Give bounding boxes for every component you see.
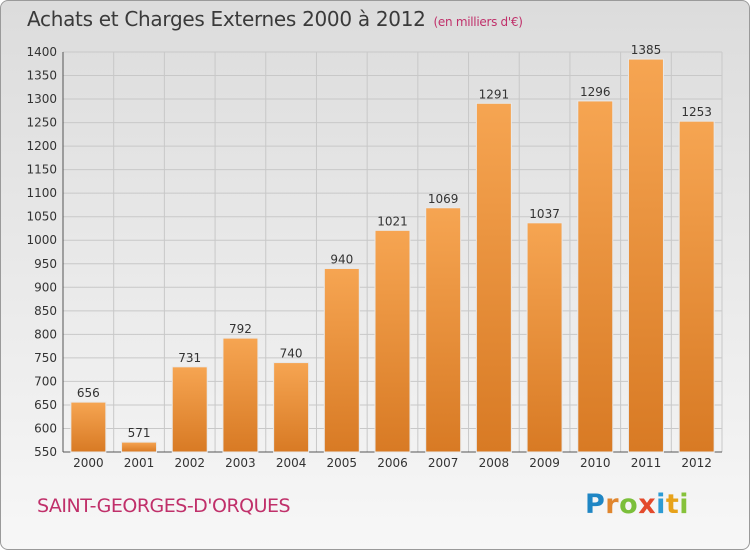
data-label-2008: 1291: [479, 87, 510, 101]
y-tick-label: 950: [34, 257, 57, 271]
bar-2008: [475, 102, 512, 453]
x-tick-label: 2011: [631, 456, 662, 470]
x-tick-label: 2004: [276, 456, 307, 470]
y-tick-label: 1150: [26, 163, 57, 177]
y-tick-label: 1050: [26, 210, 57, 224]
y-tick-label: 700: [34, 374, 57, 388]
data-label-2001: 571: [128, 426, 151, 440]
bar-2009: [526, 222, 563, 453]
bar-2001: [121, 441, 158, 453]
x-tick-label: 2003: [225, 456, 256, 470]
x-tick-label: 2006: [377, 456, 408, 470]
data-label-2010: 1296: [580, 85, 611, 99]
x-tick-label: 2000: [73, 456, 104, 470]
x-tick-label: 2012: [681, 456, 712, 470]
y-tick-label: 650: [34, 398, 57, 412]
bars: [70, 58, 715, 453]
data-label-2005: 940: [330, 252, 353, 266]
chart-subtitle: (en milliers d'€): [433, 15, 523, 29]
x-tick-label: 2007: [428, 456, 459, 470]
proxiti-logo: Proxiti: [585, 489, 690, 520]
y-tick-label: 1000: [26, 233, 57, 247]
bar-2006: [374, 229, 411, 453]
x-tick-label: 2009: [529, 456, 560, 470]
y-tick-label: 1200: [26, 139, 57, 153]
data-label-2000: 656: [77, 386, 100, 400]
y-tick-label: 1250: [26, 116, 57, 130]
data-label-2004: 740: [280, 347, 303, 361]
bar-2007: [425, 207, 462, 453]
data-label-2007: 1069: [428, 192, 459, 206]
axes: 550 600 650 700 750 800 850 900 950 1000 1050 1100 1…: [26, 45, 722, 470]
title-text: Achats et Charges Externes 2000 à 2012: [27, 7, 426, 31]
x-tick-label: 2001: [124, 456, 155, 470]
y-tick-label: 1300: [26, 92, 57, 106]
y-tick-label: 1350: [26, 69, 57, 83]
commune-name: SAINT-GEORGES-D'ORQUES: [37, 495, 291, 517]
y-tick-label: 550: [34, 445, 57, 459]
data-label-2002: 731: [178, 351, 201, 365]
y-tick-label: 600: [34, 421, 57, 435]
y-tick-label: 1100: [26, 186, 57, 200]
bar-2012: [678, 120, 715, 453]
bar-2004: [273, 362, 310, 453]
chart-title: Achats et Charges Externes 2000 à 2012 (e…: [27, 7, 523, 31]
bar-2011: [627, 58, 664, 453]
data-label-2006: 1021: [377, 214, 408, 228]
bar-2000: [70, 401, 107, 453]
bar-2005: [323, 267, 360, 453]
bar-2003: [222, 337, 259, 453]
y-tick-label: 850: [34, 304, 57, 318]
data-label-2012: 1253: [681, 105, 712, 119]
bar-2010: [577, 100, 614, 453]
data-label-2003: 792: [229, 322, 252, 336]
x-tick-label: 2008: [479, 456, 510, 470]
bar-2002: [171, 366, 208, 453]
data-labels: 656 571 731 792 740 940 1021 1069 1291 1037 1296 13…: [77, 43, 712, 440]
x-tick-label: 2002: [174, 456, 205, 470]
data-label-2009: 1037: [529, 207, 560, 221]
y-tick-label: 800: [34, 327, 57, 341]
x-tick-label: 2005: [327, 456, 358, 470]
y-tick-label: 1400: [26, 45, 57, 59]
y-tick-label: 900: [34, 280, 57, 294]
y-tick-label: 750: [34, 351, 57, 365]
data-label-2011: 1385: [631, 43, 662, 57]
x-tick-label: 2010: [580, 456, 611, 470]
